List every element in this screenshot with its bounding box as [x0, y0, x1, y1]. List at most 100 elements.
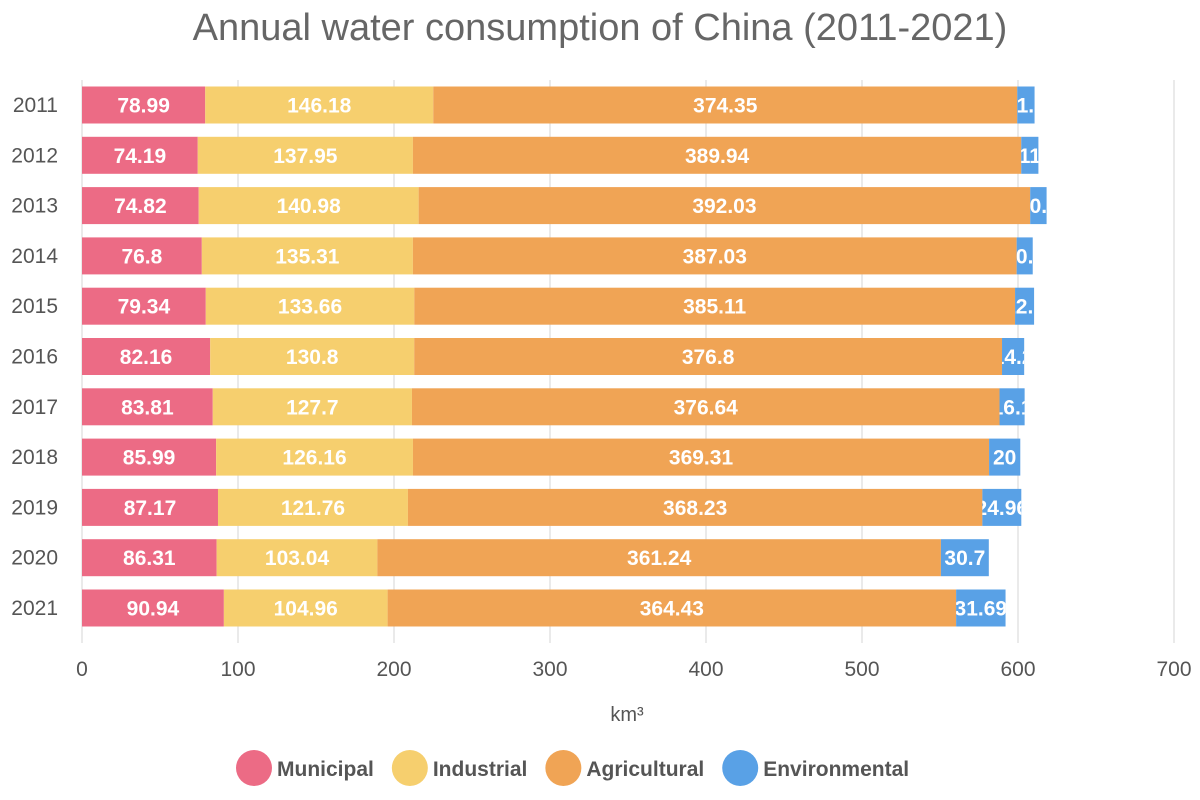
- x-tick-label: 500: [844, 658, 879, 681]
- y-tick-label: 2018: [11, 446, 58, 469]
- legend-swatch-environmental: [722, 750, 759, 786]
- data-label-industrial-2013: 140.98: [277, 195, 342, 218]
- data-label-industrial-2014: 135.31: [275, 245, 340, 268]
- y-tick-label: 2011: [13, 94, 58, 117]
- bar-environmental-2014: [1016, 237, 1033, 275]
- bar-agricultural-2018: [412, 438, 990, 476]
- data-label-industrial-2020: 103.04: [265, 547, 330, 570]
- bar-municipal-2019: [82, 488, 218, 526]
- bar-industrial-2021: [223, 589, 388, 627]
- legend-label-industrial: Industrial: [433, 758, 528, 781]
- data-label-environmental-2020: 30.7: [944, 547, 985, 570]
- data-label-municipal-2011: 78.99: [117, 95, 170, 118]
- data-label-environmental-2019: 24.96: [976, 497, 1029, 520]
- data-label-agricultural-2012: 389.94: [685, 145, 750, 168]
- data-label-environmental-2017: 16.1: [992, 396, 1033, 419]
- bar-agricultural-2021: [387, 589, 957, 627]
- bar-industrial-2012: [197, 136, 413, 174]
- bar-municipal-2015: [82, 287, 206, 325]
- y-tick-label: 2021: [11, 597, 58, 620]
- x-axis-label: km³: [610, 704, 644, 726]
- data-label-environmental-2011: 11.1: [1006, 95, 1046, 118]
- data-label-environmental-2015: 12.2: [1004, 296, 1045, 319]
- bar-environmental-2017: [999, 388, 1025, 426]
- legend-swatch-industrial: [391, 750, 428, 786]
- legend-label-agricultural: Agricultural: [586, 758, 704, 781]
- y-tick-label: 2015: [11, 295, 58, 318]
- legend: Municipal Industrial Agricultural Environme…: [236, 750, 909, 786]
- data-label-municipal-2013: 74.82: [114, 195, 167, 218]
- data-label-environmental-2016: 14.2: [993, 346, 1034, 369]
- data-label-environmental-2014: 10.3: [1004, 245, 1045, 268]
- bar-environmental-2015: [1015, 287, 1035, 325]
- y-tick-label: 2019: [11, 496, 58, 519]
- data-label-municipal-2016: 82.16: [120, 346, 173, 369]
- data-label-industrial-2016: 130.8: [286, 346, 339, 369]
- bar-municipal-2013: [82, 187, 199, 225]
- y-tick-label: 2012: [11, 144, 58, 167]
- bar-agricultural-2016: [414, 338, 1003, 375]
- x-tick-label: 700: [1156, 658, 1191, 681]
- data-label-agricultural-2019: 368.23: [663, 497, 727, 520]
- bar-agricultural-2011: [433, 86, 1018, 124]
- x-tick-label: 100: [220, 658, 255, 681]
- data-label-municipal-2017: 83.81: [121, 396, 174, 419]
- data-label-environmental-2013: 10.5: [1018, 195, 1059, 218]
- legend-label-municipal: Municipal: [277, 758, 374, 781]
- x-axis-ticks: 0 100 200 300 400 500 600 700: [76, 658, 1191, 681]
- data-label-environmental-2012: 11: [1019, 145, 1042, 168]
- data-label-industrial-2017: 127.7: [286, 396, 339, 419]
- bar-municipal-2011: [82, 86, 206, 124]
- bar-municipal-2018: [82, 438, 217, 476]
- data-label-agricultural-2016: 376.8: [682, 346, 735, 369]
- bar-agricultural-2014: [412, 237, 1017, 275]
- legend-swatch-agricultural: [545, 750, 582, 786]
- x-tick-label: 400: [688, 658, 723, 681]
- y-tick-label: 2020: [11, 547, 58, 570]
- data-label-municipal-2020: 86.31: [123, 547, 176, 570]
- bar-environmental-2011: [1017, 86, 1035, 124]
- bar-municipal-2021: [82, 589, 224, 627]
- bar-environmental-2016: [1002, 338, 1025, 375]
- bar-agricultural-2017: [411, 388, 1000, 426]
- data-label-industrial-2011: 146.18: [287, 95, 352, 118]
- y-tick-label: 2014: [11, 245, 58, 268]
- bar-municipal-2014: [82, 237, 202, 275]
- bar-agricultural-2015: [414, 287, 1016, 325]
- legend-label-environmental: Environmental: [763, 758, 909, 781]
- data-label-industrial-2012: 137.95: [273, 145, 338, 168]
- bar-agricultural-2019: [407, 488, 983, 526]
- data-label-municipal-2018: 85.99: [123, 447, 176, 470]
- bar-industrial-2014: [201, 237, 413, 275]
- bar-environmental-2013: [1030, 187, 1047, 225]
- bar-agricultural-2012: [412, 136, 1022, 174]
- bar-environmental-2018: [989, 438, 1021, 476]
- y-tick-label: 2016: [11, 346, 58, 369]
- y-tick-label: 2017: [11, 396, 58, 419]
- data-label-municipal-2021: 90.94: [127, 598, 180, 621]
- data-label-agricultural-2014: 387.03: [683, 245, 747, 268]
- bar-industrial-2011: [205, 86, 434, 124]
- bar-municipal-2016: [82, 338, 211, 375]
- bar-environmental-2012: [1021, 136, 1039, 174]
- data-labels: 78.99 146.18 374.35 11.1 74.19 137.95 389.94 11…: [114, 95, 1059, 621]
- data-label-agricultural-2015: 385.11: [683, 296, 746, 319]
- x-tick-label: 300: [532, 658, 567, 681]
- bar-municipal-2012: [82, 136, 198, 174]
- data-label-environmental-2018: 20: [993, 447, 1016, 470]
- chart-title: Annual water consumption of China (2011-…: [193, 7, 1008, 49]
- bar-environmental-2021: [956, 589, 1006, 627]
- data-label-industrial-2015: 133.66: [278, 296, 342, 319]
- data-label-agricultural-2013: 392.03: [692, 195, 756, 218]
- data-label-municipal-2015: 79.34: [118, 296, 171, 319]
- bar-industrial-2020: [216, 539, 378, 577]
- data-label-industrial-2018: 126.16: [282, 447, 346, 470]
- data-label-agricultural-2017: 376.64: [674, 396, 739, 419]
- data-label-municipal-2012: 74.19: [114, 145, 167, 168]
- data-label-agricultural-2020: 361.24: [627, 547, 692, 570]
- data-label-industrial-2019: 121.76: [281, 497, 345, 520]
- y-tick-label: 2013: [11, 195, 58, 218]
- data-label-municipal-2019: 87.17: [124, 497, 177, 520]
